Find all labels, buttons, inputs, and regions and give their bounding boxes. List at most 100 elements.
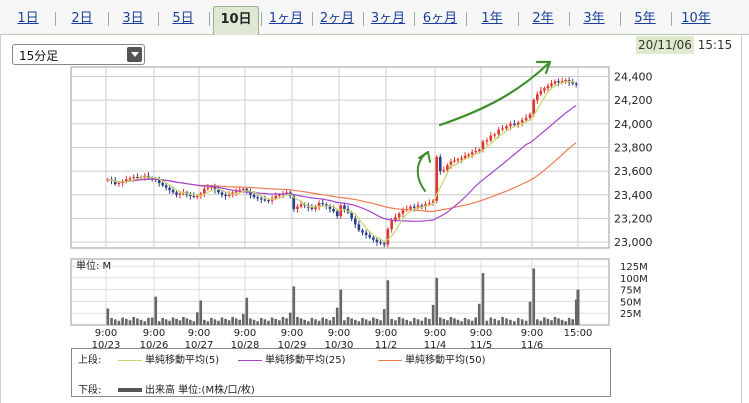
candle-body <box>220 192 224 195</box>
x-tick-time: 9:00 <box>143 328 165 339</box>
candle-body <box>428 203 431 205</box>
volume-bar <box>245 297 249 325</box>
candle-body <box>263 199 267 201</box>
volume-bar <box>446 320 449 325</box>
volume-bar <box>567 317 571 325</box>
candle-body <box>189 194 192 196</box>
tab-11[interactable]: 2年 <box>532 11 554 26</box>
dropdown-arrow-icon[interactable] <box>127 47 142 62</box>
volume-bar <box>571 319 574 325</box>
volume-bar <box>576 289 580 325</box>
x-tick-time: 9:00 <box>188 328 210 339</box>
candle-body <box>117 182 121 185</box>
tab-1[interactable]: 1日 <box>17 11 39 26</box>
volume-bar <box>220 317 224 325</box>
volume-bar <box>350 318 353 325</box>
volume-bar <box>501 316 504 325</box>
volume-bar <box>428 318 431 325</box>
candle-body <box>203 188 206 194</box>
candle-body <box>252 194 256 198</box>
volume-bar <box>449 316 453 325</box>
tab-separator <box>414 12 415 26</box>
tab-4[interactable]: 5日 <box>172 11 194 26</box>
x-tick-time: 15:00 <box>564 328 593 339</box>
volume-bar <box>546 318 550 325</box>
legend-volume: 出来高 単位:(M株/口/枚) <box>118 381 255 396</box>
volume-bar <box>288 312 292 325</box>
candle-body <box>513 123 516 125</box>
volume-bar <box>477 303 481 325</box>
candle-body <box>397 213 401 218</box>
volume-bar <box>154 296 158 325</box>
tab-3[interactable]: 3日 <box>122 11 144 26</box>
volume-bar <box>550 320 553 325</box>
x-tick-date: 10/29 <box>278 340 307 351</box>
volume-bar <box>175 318 178 325</box>
x-tick-date: 11/2 <box>375 340 397 351</box>
tab-5[interactable]: 10日 <box>213 6 259 35</box>
tab-14[interactable]: 10年 <box>681 11 711 26</box>
candle-body <box>524 117 528 121</box>
candle-body <box>335 211 339 217</box>
volume-bar <box>299 318 303 325</box>
candle-body <box>439 156 442 172</box>
last-update-time: 15:15 <box>697 38 733 52</box>
volume-bar <box>516 317 520 325</box>
volume-bar <box>485 320 489 325</box>
tab-12[interactable]: 3年 <box>583 11 605 26</box>
tab-separator <box>362 12 364 26</box>
price-tick-label: 24,400 <box>614 70 653 83</box>
volume-bar <box>113 319 117 325</box>
volume-bar <box>231 316 234 325</box>
x-tick-time: 9:00 <box>281 328 303 339</box>
volume-bar <box>493 318 497 325</box>
volume-bar <box>143 321 147 325</box>
candle-body <box>382 243 386 245</box>
tab-separator <box>107 12 109 26</box>
interval-select[interactable]: 15分足 <box>12 44 145 65</box>
volume-bar <box>278 320 281 325</box>
candle-body <box>259 198 263 200</box>
tab-10[interactable]: 1年 <box>481 11 503 26</box>
tab-2[interactable]: 2日 <box>71 11 93 26</box>
tab-9[interactable]: 6ヶ月 <box>422 11 458 26</box>
legend-lower-label: 下段: <box>78 385 102 396</box>
volume-bar <box>147 317 150 325</box>
candle-body <box>442 169 446 172</box>
candle-body <box>168 187 171 191</box>
candle-body <box>467 154 470 156</box>
volume-bar <box>121 317 124 325</box>
candle-body <box>401 210 405 214</box>
volume-bar <box>474 317 477 325</box>
candle-body <box>332 208 335 212</box>
tab-separator <box>619 12 621 26</box>
candle-body <box>210 186 213 188</box>
volume-bar <box>424 317 427 325</box>
tab-6[interactable]: 1ヶ月 <box>268 11 304 26</box>
tab-separator <box>466 12 467 26</box>
candle-body <box>241 188 245 191</box>
volume-bar <box>303 319 306 325</box>
x-tick-date: 10/30 <box>325 340 354 351</box>
volume-bar <box>401 318 405 325</box>
volume-bar <box>343 320 346 325</box>
candle-body <box>546 85 550 89</box>
legend-ma50-label: 単純移動平均(50) <box>405 355 486 366</box>
tab-13[interactable]: 5年 <box>634 11 656 26</box>
tab-7[interactable]: 2ヶ月 <box>319 11 355 26</box>
legend-volume-label: 出来高 単位:(M株/口/枚) <box>145 385 255 396</box>
candle-body <box>175 192 178 195</box>
tab-8[interactable]: 3ヶ月 <box>370 11 406 26</box>
volume-bar <box>513 321 516 325</box>
candle-body <box>509 123 512 127</box>
candle-body <box>453 160 456 162</box>
legend-ma25-label: 単純移動平均(25) <box>265 355 346 366</box>
candle-body <box>206 187 210 189</box>
legend-ma25: 単純移動平均(25) <box>238 351 346 366</box>
volume-bar <box>234 318 238 325</box>
volume-bar <box>292 286 296 325</box>
price-tick-label: 23,400 <box>614 189 653 202</box>
volume-bar <box>161 317 164 325</box>
volume-bar <box>178 320 182 325</box>
